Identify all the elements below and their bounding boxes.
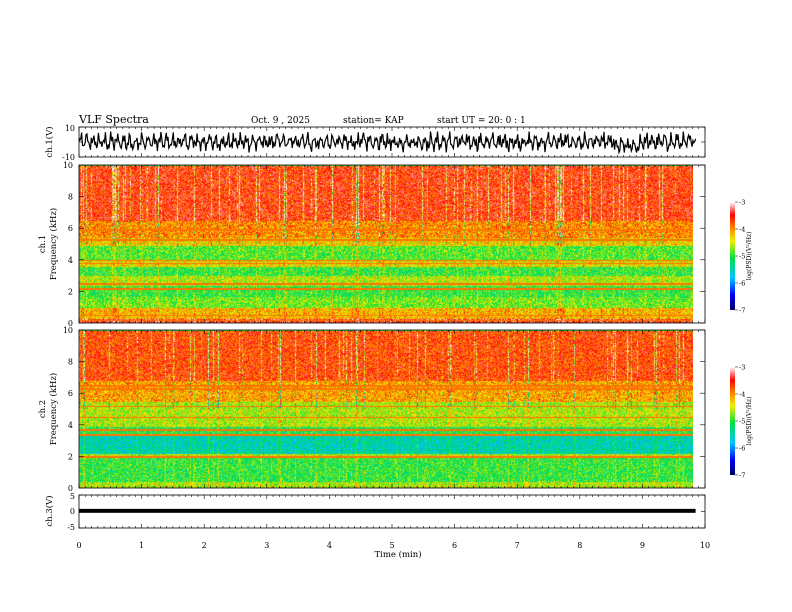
- ch2-spectrogram-ytick-label: 10: [63, 326, 73, 335]
- time-axis-tick-label: 1: [139, 541, 144, 550]
- ch3-ytick-bottom: -5: [67, 523, 75, 532]
- ch2-spectrogram-ytick-label: 8: [68, 358, 73, 367]
- ch1-spectrogram-panel: 0 2 4 6 8 10 ch.1 Frequency (kHz): [38, 161, 706, 328]
- ch1-colorbar: -3 -4 -5 -6 -7 log(PSD)(V²/Hz): [730, 199, 753, 315]
- ch1-spectrogram-ytick-label: 6: [68, 224, 73, 233]
- ch3-waveform-ylabel: ch.3(V): [44, 495, 55, 526]
- colorbar-tick-label: -3: [739, 199, 745, 207]
- ch1-spectrogram-ytick-label: 0: [68, 319, 73, 328]
- ch2-spectrogram-panel: 0 2 4 6 8 10 ch.2 Frequency (kHz): [38, 326, 706, 493]
- ch2-spectrogram-ytick-label: 2: [68, 452, 73, 461]
- station-label: station= KAP: [343, 116, 404, 126]
- ch1-ytick-bottom: -10: [62, 153, 75, 162]
- time-axis-tick-label: 7: [515, 541, 520, 550]
- colorbar-tick-label: -4: [739, 226, 745, 234]
- colorbar-tick-label: -7: [739, 472, 745, 480]
- ch3-waveform-panel: 5 0 -5 ch.3(V): [44, 492, 706, 532]
- ch3-ytick-top: 5: [70, 492, 75, 501]
- time-axis-tick-label: 8: [577, 541, 582, 550]
- ch2-spectrogram-channel-label: ch.2: [38, 400, 48, 418]
- ch1-spectrogram-ytick-label: 8: [68, 193, 73, 202]
- ch1-spectrogram-ytick-label: 4: [68, 256, 73, 265]
- time-axis-tick-label: 0: [76, 541, 81, 550]
- ch1-spectrogram-channel-label: ch.1: [38, 235, 48, 253]
- time-axis-tick-label: 5: [389, 541, 394, 550]
- ch1-spectrogram-ytick-label: 10: [63, 161, 73, 170]
- time-axis-tick-label: 10: [700, 541, 710, 550]
- colorbar-tick-label: -3: [739, 364, 745, 372]
- ch2-spectrogram-ytick-label: 0: [68, 484, 73, 493]
- time-axis-label: Time (min): [374, 549, 421, 560]
- start-time-label: start UT = 20: 0 : 1: [437, 116, 526, 126]
- ch3-waveform-trace: [79, 508, 696, 513]
- colorbar-tick-label: -4: [739, 391, 745, 399]
- time-axis-tick-label: 9: [640, 541, 645, 550]
- ch2-spectrogram-ytick-label: 4: [68, 421, 73, 430]
- time-axis-ticks: 0 1 2 3 4 5 6 7 8 9 10: [76, 541, 710, 550]
- colorbar-tick-label: -6: [739, 280, 745, 288]
- ch1-spectrogram-ytick-label: 2: [68, 287, 73, 296]
- ch2-spectrogram-ytick-label: 6: [68, 389, 73, 398]
- colorbar-tick-label: -7: [739, 307, 745, 315]
- ch1-waveform-ylabel: ch.1(V): [44, 126, 55, 157]
- ch1-colorbar-gradient: [730, 202, 735, 310]
- ch2-spectrogram-ylabel: Frequency (kHz): [48, 373, 59, 445]
- ch2-spectrogram-image: [79, 330, 693, 488]
- ch1-ytick-top: 10: [65, 124, 75, 133]
- time-axis-tick-label: 6: [452, 541, 457, 550]
- colorbar-tick-label: -5: [739, 418, 745, 426]
- ch3-ytick-mid: 0: [70, 507, 75, 516]
- figure-title: VLF Spectra: [78, 113, 149, 126]
- ch1-colorbar-label: log(PSD)(V²/Hz): [746, 232, 753, 281]
- time-axis-tick-label: 2: [202, 541, 207, 550]
- colorbar-tick-label: -5: [739, 253, 745, 261]
- date-label: Oct. 9 , 2025: [251, 116, 310, 126]
- colorbar-tick-label: -6: [739, 445, 745, 453]
- ch1-waveform-trace: [78, 131, 697, 155]
- time-axis-tick-label: 3: [264, 541, 269, 550]
- ch2-colorbar: -3 -4 -5 -6 -7 log(PSD)(V²/Hz): [730, 364, 753, 480]
- ch2-colorbar-gradient: [730, 367, 735, 475]
- time-axis-tick-label: 4: [327, 541, 332, 550]
- ch1-spectrogram-image: [79, 165, 693, 323]
- ch1-spectrogram-ylabel: Frequency (kHz): [48, 208, 59, 280]
- ch2-colorbar-label: log(PSD)(V²/Hz): [746, 397, 753, 446]
- ch1-waveform-panel: 10 -10 ch.1(V): [44, 124, 706, 162]
